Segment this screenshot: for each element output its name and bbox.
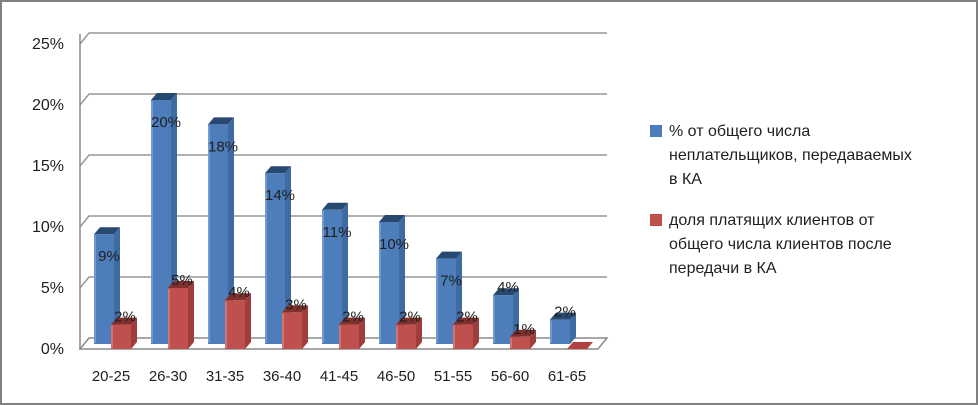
bar-side-face	[416, 317, 422, 349]
y-axis-tick-label: 25%	[32, 36, 64, 53]
legend-label-series2: доля платящих клиентов от общего числа к…	[669, 212, 892, 277]
bar-front-face	[168, 288, 188, 349]
bar-side-face	[399, 215, 405, 344]
bar-top-face	[111, 317, 137, 325]
bar-top-face	[453, 317, 479, 325]
bar-top-face	[265, 166, 291, 174]
gridline	[79, 154, 607, 167]
bar-top-face	[339, 317, 365, 325]
gridline	[79, 276, 607, 289]
x-axis-category-label: 31-35	[206, 368, 244, 385]
bar-value-label: 1%	[513, 321, 535, 338]
bar-front-face	[151, 100, 171, 344]
bar-top-face	[94, 227, 120, 235]
bar-value-label: 2%	[114, 309, 136, 326]
legend-item-series1: % от общего числа неплательщиков, переда…	[650, 120, 912, 192]
legend-label-series1: % от общего числа неплательщиков, переда…	[669, 123, 912, 188]
bar-top-face	[396, 317, 422, 325]
series2-swatch-icon	[650, 214, 662, 226]
bar-side-face	[285, 166, 291, 344]
bar-top-face	[282, 305, 308, 313]
x-axis-category-label: 41-45	[320, 368, 358, 385]
bar-value-label: 4%	[228, 284, 250, 301]
bar-top-face	[322, 202, 348, 210]
x-axis-category-label: 20-25	[92, 368, 130, 385]
bar-front-face	[550, 319, 570, 344]
x-axis-category-label: 46-50	[377, 368, 415, 385]
y-axis-tick-label: 5%	[41, 280, 64, 297]
bar-top-face	[225, 293, 251, 301]
series1-swatch-icon	[650, 125, 662, 137]
bar-front-face	[436, 258, 456, 344]
x-axis-category-label: 51-55	[434, 368, 472, 385]
bar-value-label: 20%	[151, 114, 181, 131]
bar-front-face	[282, 312, 302, 349]
y-axis-tick-label: 10%	[32, 219, 64, 236]
x-axis-category-label: 36-40	[263, 368, 301, 385]
bar-side-face	[473, 317, 479, 349]
bar-top-face	[168, 281, 194, 288]
bar-front-face	[111, 324, 131, 349]
bar-front-face	[453, 324, 473, 349]
bar-value-label: 18%	[208, 138, 238, 155]
bar-value-label: 4%	[497, 279, 519, 296]
bar-side-face	[131, 317, 137, 349]
bar-front-face	[396, 324, 416, 349]
bar-value-label: 2%	[554, 304, 576, 321]
bar-front-face	[208, 124, 228, 345]
bar-side-face	[359, 317, 365, 349]
gridline	[79, 93, 607, 106]
bar-top-face	[510, 329, 536, 337]
bar-front-face	[322, 209, 342, 344]
bar-side-face	[570, 312, 576, 344]
bar-value-label: 14%	[265, 187, 295, 204]
bar-front-face	[225, 300, 245, 349]
bar-side-face	[530, 329, 536, 349]
bar-value-label: 9%	[98, 248, 120, 265]
bar-side-face	[188, 281, 194, 349]
bar-top-face	[208, 117, 234, 125]
bar-front-face	[510, 336, 530, 349]
bar-front-face	[493, 295, 513, 344]
bar-value-label: 10%	[379, 236, 409, 253]
x-axis-category-label: 26-30	[149, 368, 187, 385]
y-axis-tick-label: 15%	[32, 158, 64, 175]
bar-top-face	[436, 251, 462, 259]
bar-value-label: 5%	[171, 272, 193, 289]
bar-top-face	[151, 93, 177, 100]
bar-value-label: 2%	[456, 309, 478, 326]
y-axis-tick-label: 0%	[41, 341, 64, 358]
gridline	[79, 215, 607, 228]
bar-top-face	[550, 312, 576, 320]
bar-side-face	[302, 305, 308, 349]
bar-front-face	[339, 324, 359, 349]
gridline	[79, 32, 607, 45]
bar-zero-slab	[567, 342, 593, 349]
bar-side-face	[342, 202, 348, 344]
bar-top-face	[493, 288, 519, 296]
x-axis-category-label: 61-65	[548, 368, 586, 385]
bar-front-face	[265, 173, 285, 344]
bar-front-face	[94, 234, 114, 344]
bar-side-face	[245, 293, 251, 349]
legend-item-series2: доля платящих клиентов от общего числа к…	[650, 209, 912, 281]
bar-front-face	[379, 222, 399, 344]
bar-value-label: 11%	[323, 224, 352, 241]
bar-value-label: 2%	[342, 309, 364, 326]
bar-side-face	[228, 117, 234, 345]
bar-value-label: 3%	[285, 296, 307, 313]
bar-value-label: 2%	[399, 309, 421, 326]
x-axis-category-label: 56-60	[491, 368, 529, 385]
bar-top-face	[379, 215, 405, 222]
y-axis-tick-label: 20%	[32, 97, 64, 114]
bar-value-label: 7%	[440, 273, 462, 290]
bar-side-face	[114, 227, 120, 344]
chart-legend: % от общего числа неплательщиков, переда…	[650, 120, 912, 281]
